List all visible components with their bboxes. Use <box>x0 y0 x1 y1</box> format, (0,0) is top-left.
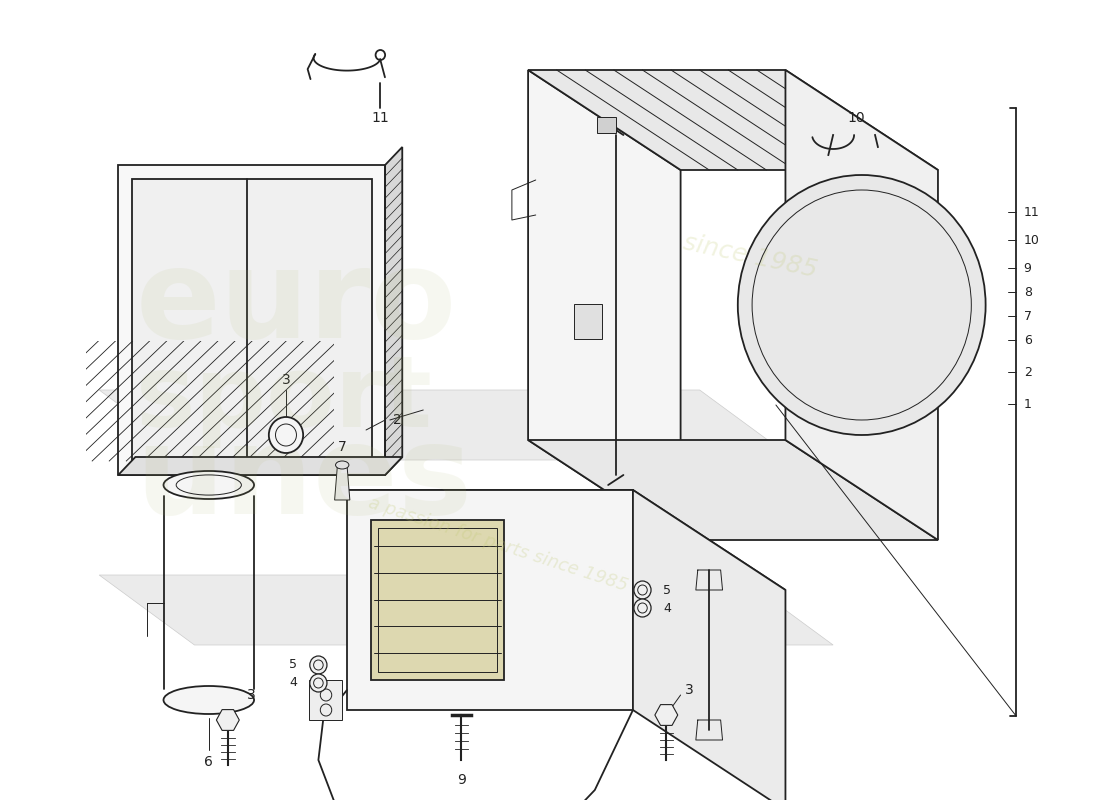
Text: 3: 3 <box>282 373 290 387</box>
Text: unes: unes <box>135 419 473 541</box>
Text: a passion for parts since 1985: a passion for parts since 1985 <box>366 494 630 594</box>
Text: 6: 6 <box>205 755 213 769</box>
Text: since 1985: since 1985 <box>681 230 820 282</box>
Text: 10: 10 <box>1024 234 1040 246</box>
Text: 4: 4 <box>663 602 671 614</box>
Circle shape <box>268 417 304 453</box>
Polygon shape <box>132 179 372 461</box>
Text: 5: 5 <box>663 583 671 597</box>
Polygon shape <box>118 165 385 475</box>
Polygon shape <box>596 492 616 512</box>
Text: 5: 5 <box>289 658 297 671</box>
Text: 1: 1 <box>1024 398 1032 410</box>
Text: 9: 9 <box>456 773 465 787</box>
Text: 8: 8 <box>1024 286 1032 298</box>
Polygon shape <box>334 465 350 500</box>
Circle shape <box>738 175 986 435</box>
Polygon shape <box>99 390 795 460</box>
Circle shape <box>310 656 327 674</box>
Polygon shape <box>309 680 342 720</box>
Polygon shape <box>99 575 833 645</box>
Polygon shape <box>371 520 504 680</box>
Circle shape <box>634 599 651 617</box>
Text: 7: 7 <box>338 440 346 454</box>
Text: 10: 10 <box>847 111 865 125</box>
Polygon shape <box>785 70 938 540</box>
Text: 6: 6 <box>1024 334 1032 346</box>
Text: 7: 7 <box>1024 310 1032 322</box>
Polygon shape <box>574 303 603 338</box>
Ellipse shape <box>164 686 254 714</box>
Text: 11: 11 <box>372 111 389 125</box>
Polygon shape <box>528 70 681 540</box>
Polygon shape <box>596 117 616 133</box>
Polygon shape <box>385 147 403 475</box>
Ellipse shape <box>336 461 349 469</box>
Polygon shape <box>346 490 632 710</box>
Text: 4: 4 <box>289 677 297 690</box>
Text: 3: 3 <box>246 688 255 702</box>
Circle shape <box>310 674 327 692</box>
Polygon shape <box>346 490 785 590</box>
Text: 9: 9 <box>1024 262 1032 274</box>
Ellipse shape <box>164 471 254 499</box>
Text: sport: sport <box>135 351 432 449</box>
Text: 2: 2 <box>393 413 402 427</box>
Polygon shape <box>528 440 938 540</box>
Polygon shape <box>632 490 785 800</box>
Polygon shape <box>118 457 403 475</box>
Text: euro: euro <box>135 243 456 365</box>
Text: 11: 11 <box>1024 206 1040 218</box>
Circle shape <box>634 581 651 599</box>
Text: 3: 3 <box>685 683 694 697</box>
Text: 2: 2 <box>1024 366 1032 378</box>
Polygon shape <box>528 70 938 170</box>
